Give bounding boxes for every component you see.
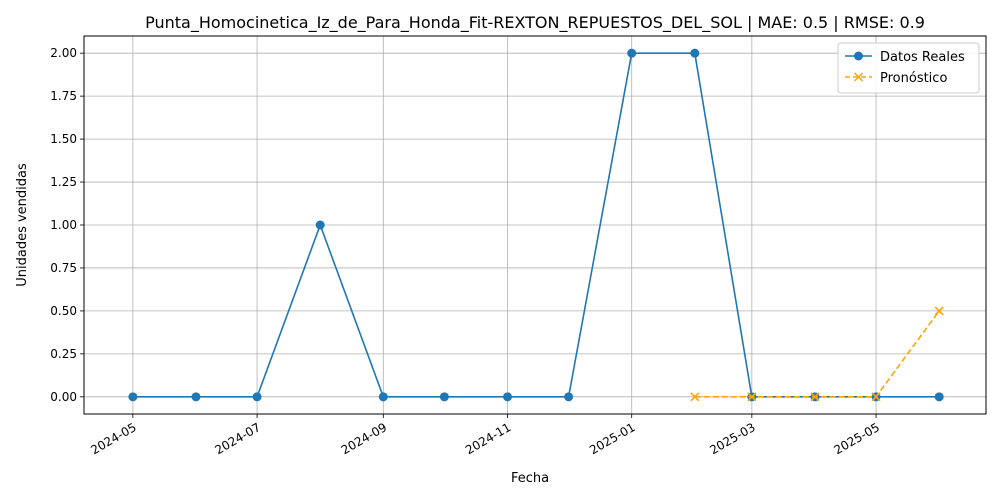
y-tick-label: 1.00: [50, 218, 77, 232]
y-tick-label: 0.00: [50, 390, 77, 404]
data-point-pronostico: [810, 392, 820, 402]
data-point-pronostico: [690, 392, 700, 402]
data-point-datos-reales: [690, 48, 700, 58]
data-point-datos-reales: [315, 220, 325, 230]
data-point-datos-reales: [191, 392, 201, 402]
chart-title: Punta_Homocinetica_Iz_de_Para_Honda_Fit-…: [145, 13, 925, 33]
legend-marker-datos-reales: [854, 51, 863, 61]
x-axis-label: Fecha: [511, 471, 549, 486]
data-point-datos-reales: [564, 392, 574, 402]
data-point-datos-reales: [252, 392, 262, 402]
y-axis-label: Unidades vendidas: [15, 163, 30, 287]
data-point-datos-reales: [378, 392, 388, 402]
legend-marker-pronostico: [853, 72, 864, 82]
legend-box: [837, 42, 980, 94]
y-tick-label: 2.00: [50, 46, 77, 60]
data-point-datos-reales: [128, 392, 138, 402]
data-point-pronostico: [747, 392, 757, 402]
grid: [84, 36, 986, 414]
data-point-datos-reales: [439, 392, 449, 402]
data-point-datos-reales: [627, 48, 637, 58]
series-layer: [128, 48, 944, 402]
y-tick-label: 1.25: [50, 175, 77, 189]
y-tick-label: 0.50: [50, 304, 77, 318]
y-tick-label: 1.50: [50, 132, 77, 146]
legend-label-pronostico: Pronóstico: [880, 71, 947, 86]
data-point-pronostico: [871, 392, 881, 402]
data-point-pronostico: [934, 306, 944, 316]
data-point-datos-reales: [934, 392, 944, 402]
data-point-datos-reales: [503, 392, 513, 402]
y-tick-label: 1.75: [50, 89, 77, 103]
legend-label-datos-reales: Datos Reales: [880, 50, 965, 65]
legend: Datos Reales Pronóstico: [837, 42, 980, 94]
y-tick-label: 0.75: [50, 261, 77, 275]
y-tick-label: 0.25: [50, 347, 77, 361]
